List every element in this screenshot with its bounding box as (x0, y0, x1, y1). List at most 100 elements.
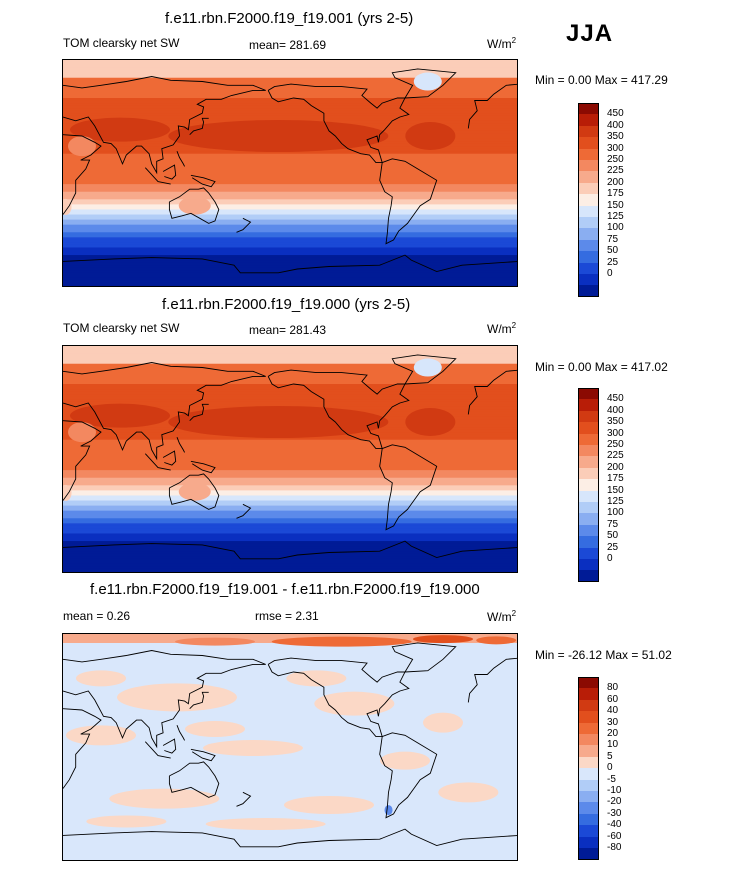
colorbar-label: 150 (607, 199, 624, 211)
colorbar-box (578, 114, 599, 127)
colorbar-label: 0 (607, 268, 613, 279)
colorbar-label: 25 (607, 541, 619, 553)
colorbar-box (578, 570, 599, 583)
panel2-variable-label: TOM clearsky net SW (63, 321, 180, 335)
colorbar-label: 350 (607, 416, 624, 428)
colorbar-box (578, 711, 599, 724)
colorbar-label: 450 (607, 108, 624, 120)
colorbar-box (578, 836, 599, 849)
colorbar-label: 0 (607, 553, 613, 564)
colorbar-label: -30 (607, 807, 622, 819)
panel1-variable-label: TOM clearsky net SW (63, 36, 180, 50)
colorbar-box (578, 399, 599, 412)
colorbar-label: 400 (607, 404, 624, 416)
colorbar-box (578, 422, 599, 435)
panel2-mean-label: mean= 281.43 (249, 323, 327, 337)
panel3-minmax: Min = -26.12 Max = 51.02 (535, 648, 672, 662)
colorbar-box (578, 467, 599, 480)
colorbar-label: -5 (607, 773, 616, 785)
colorbar-box (578, 779, 599, 792)
colorbar-box (578, 536, 599, 549)
colorbar-label: 40 (607, 705, 619, 717)
colorbar-label: 75 (607, 233, 619, 245)
colorbar-box (578, 513, 599, 526)
panel3-mean-label: mean = 0.26 (63, 609, 131, 623)
colorbar-box (578, 791, 599, 803)
panel3-title: f.e11.rbn.F2000.f19_f19.001 - f.e11.rbn.… (90, 581, 480, 598)
colorbar-label: 100 (607, 222, 624, 234)
colorbar-box (578, 262, 599, 275)
colorbar-box (578, 479, 599, 492)
colorbar-box (578, 137, 599, 150)
colorbar-label: 0 (607, 762, 613, 774)
colorbar-box (578, 825, 599, 838)
colorbar-label: 10 (607, 739, 619, 751)
panel1-title: f.e11.rbn.F2000.f19_f19.001 (yrs 2-5) (165, 10, 414, 27)
colorbar-box (578, 734, 599, 746)
colorbar-box (578, 688, 599, 701)
colorbar-box (578, 547, 599, 560)
colorbar-label: 50 (607, 245, 619, 257)
panel1-minmax: Min = 0.00 Max = 417.29 (535, 73, 668, 87)
colorbar-label: 300 (607, 142, 624, 154)
colorbar-label: 80 (607, 682, 619, 694)
colorbar-label: 350 (607, 131, 624, 143)
colorbar-label: -80 (607, 842, 622, 853)
colorbar-label: 75 (607, 518, 619, 530)
colorbar-box (578, 388, 599, 400)
colorbar-label: 60 (607, 693, 619, 705)
panel1-map (62, 59, 518, 287)
colorbar-box (578, 205, 599, 218)
colorbar-box (578, 802, 599, 815)
colorbar-box (578, 182, 599, 195)
colorbar-label: 175 (607, 473, 624, 485)
colorbar-box (578, 239, 599, 252)
colorbar-box (578, 524, 599, 537)
colorbar-box (578, 677, 599, 689)
colorbar-label: 200 (607, 176, 624, 188)
colorbar-box (578, 125, 599, 138)
panel3-map (62, 633, 518, 861)
colorbar-label: 30 (607, 716, 619, 728)
panel2-units: W/m2 (487, 321, 517, 336)
colorbar-box (578, 160, 599, 172)
season-label: JJA (566, 20, 614, 47)
colorbar-box (578, 433, 599, 446)
panel2-title: f.e11.rbn.F2000.f19_f19.000 (yrs 2-5) (162, 296, 411, 313)
colorbar-label: 25 (607, 256, 619, 268)
colorbar-box (578, 813, 599, 826)
panel2-map-svg (63, 346, 517, 572)
colorbar-box (578, 217, 599, 229)
colorbar-box (578, 274, 599, 286)
panel1-mean-label: mean= 281.69 (249, 38, 327, 52)
colorbar-label: 5 (607, 750, 613, 762)
colorbar-label: -10 (607, 785, 622, 796)
colorbar-label: 225 (607, 450, 624, 462)
colorbar-box (578, 722, 599, 735)
colorbar-box (578, 103, 599, 115)
colorbar-label: 150 (607, 484, 624, 496)
colorbar-label: 400 (607, 119, 624, 131)
colorbar-box (578, 559, 599, 571)
panel2-minmax: Min = 0.00 Max = 417.02 (535, 360, 668, 374)
panel3-map-svg (63, 634, 517, 860)
colorbar-box (578, 490, 599, 503)
colorbar-label: 175 (607, 188, 624, 200)
colorbar-label: 200 (607, 461, 624, 473)
colorbar-label: 300 (607, 427, 624, 439)
colorbar-box (578, 699, 599, 712)
colorbar-box (578, 251, 599, 264)
panel1-map-svg (63, 60, 517, 286)
colorbar-box (578, 194, 599, 207)
colorbar-box (578, 768, 599, 781)
panel1-units: W/m2 (487, 36, 517, 51)
colorbar-label: 50 (607, 530, 619, 542)
colorbar-label: 250 (607, 154, 624, 165)
colorbar-box (578, 228, 599, 241)
colorbar-label: 20 (607, 728, 619, 739)
colorbar-label: 125 (607, 211, 624, 222)
colorbar-box (578, 285, 599, 298)
colorbar-label: 450 (607, 393, 624, 405)
colorbar-box (578, 456, 599, 469)
colorbar-label: -40 (607, 819, 622, 831)
